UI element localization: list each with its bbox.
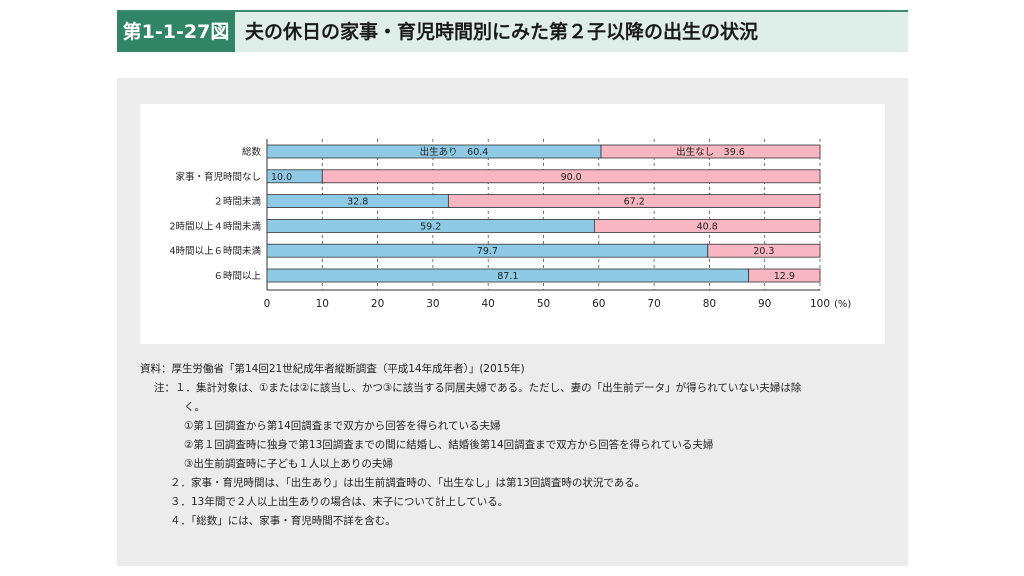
category-label: ２時間未満 xyxy=(213,196,261,208)
bar-not-born xyxy=(447,194,821,208)
x-tick-label: 90 xyxy=(758,298,771,310)
note-line: ②第１回調査時に独身で第13回調査までの間に結婚し、結婚後第14回調査まで双方か… xyxy=(184,439,714,451)
value-label-not-born: 出生なし 39.6 xyxy=(676,146,745,158)
notes-block: 資料：厚生労働省「第14回21世紀成年者縦断調査（平成14年成年者）」(2015… xyxy=(140,360,900,531)
value-label-not-born: 12.9 xyxy=(774,271,795,282)
source-note: 資料：厚生労働省「第14回21世紀成年者縦断調査（平成14年成年者）」(2015… xyxy=(140,363,525,375)
x-tick-label: 100 xyxy=(810,298,830,310)
value-label-born: 59.2 xyxy=(420,221,441,232)
value-label-not-born: 67.2 xyxy=(624,197,645,208)
category-label: 家事・育児時間なし xyxy=(175,171,261,183)
value-label-born: 87.1 xyxy=(497,271,518,282)
chart-card: 総数 出生あり 60.4 出生なし 39.6 家事・育児時間なし 10.0 90.0 ２時間… xyxy=(140,104,885,344)
note-line: く。 xyxy=(184,401,205,413)
value-label-born: 79.7 xyxy=(477,246,498,257)
x-tick-label: 20 xyxy=(371,298,384,310)
x-tick-label: 40 xyxy=(482,298,495,310)
note-line: ４．「総数」には、家事・育児時間不詳を含む。 xyxy=(170,515,396,527)
figure-number-label: 第1-1-27図 xyxy=(117,12,235,52)
value-label-born: 出生あり 60.4 xyxy=(420,146,489,158)
category-label: 総数 xyxy=(242,146,262,158)
bar-not-born xyxy=(748,268,821,283)
x-tick-label: 0 xyxy=(264,298,271,310)
bar-not-born xyxy=(321,169,821,184)
x-tick-label: 70 xyxy=(647,298,660,310)
x-tick-label: 10 xyxy=(316,298,329,310)
figure-title: 夫の休日の家事・育児時間別にみた第２子以降の出生の状況 xyxy=(245,21,759,43)
category-label: ６時間以上 xyxy=(213,271,261,282)
x-tick-label: 80 xyxy=(703,298,716,310)
x-axis-unit-label: (%) xyxy=(834,299,851,310)
x-tick-label: 50 xyxy=(537,298,550,310)
category-label: 4時間以上６時間未満 xyxy=(169,245,261,257)
value-label-not-born: 90.0 xyxy=(561,172,582,183)
note-line: ２．家事・育児時間は、「出生あり」は出生前調査時の、「出生なし」は第13回調査時… xyxy=(170,477,646,489)
bar-not-born xyxy=(593,219,821,233)
note-line: ３．13年間で２人以上出生ありの場合は、末子について計上している。 xyxy=(170,496,509,508)
x-tick-label: 30 xyxy=(426,298,439,310)
value-label-born: 10.0 xyxy=(271,172,292,183)
stacked-bar-chart: 総数 出生あり 60.4 出生なし 39.6 家事・育児時間なし 10.0 90.0 ２時間… xyxy=(169,139,851,310)
figure-title-bar: 第1-1-27図 夫の休日の家事・育児時間別にみた第２子以降の出生の状況 xyxy=(117,10,908,52)
value-label-not-born: 20.3 xyxy=(753,246,774,257)
bar-not-born xyxy=(707,243,821,258)
note-line: ①第１回調査から第14回調査まで双方から回答を得られている夫婦 xyxy=(184,420,501,432)
note-line: ③出生前調査時に子ども１人以上ありの夫婦 xyxy=(184,458,393,470)
note-line: 注：１．集計対象は、①または②に該当し、かつ③に該当する同居夫婦である。ただし、… xyxy=(154,382,802,394)
value-label-not-born: 40.8 xyxy=(697,221,718,232)
value-label-born: 32.8 xyxy=(347,197,368,208)
x-tick-label: 60 xyxy=(592,298,605,310)
category-label: 2時間以上４時間未満 xyxy=(169,220,261,232)
bar-not-born xyxy=(600,144,821,159)
